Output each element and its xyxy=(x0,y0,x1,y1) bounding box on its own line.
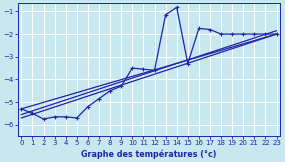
X-axis label: Graphe des températures (°c): Graphe des températures (°c) xyxy=(81,149,217,159)
